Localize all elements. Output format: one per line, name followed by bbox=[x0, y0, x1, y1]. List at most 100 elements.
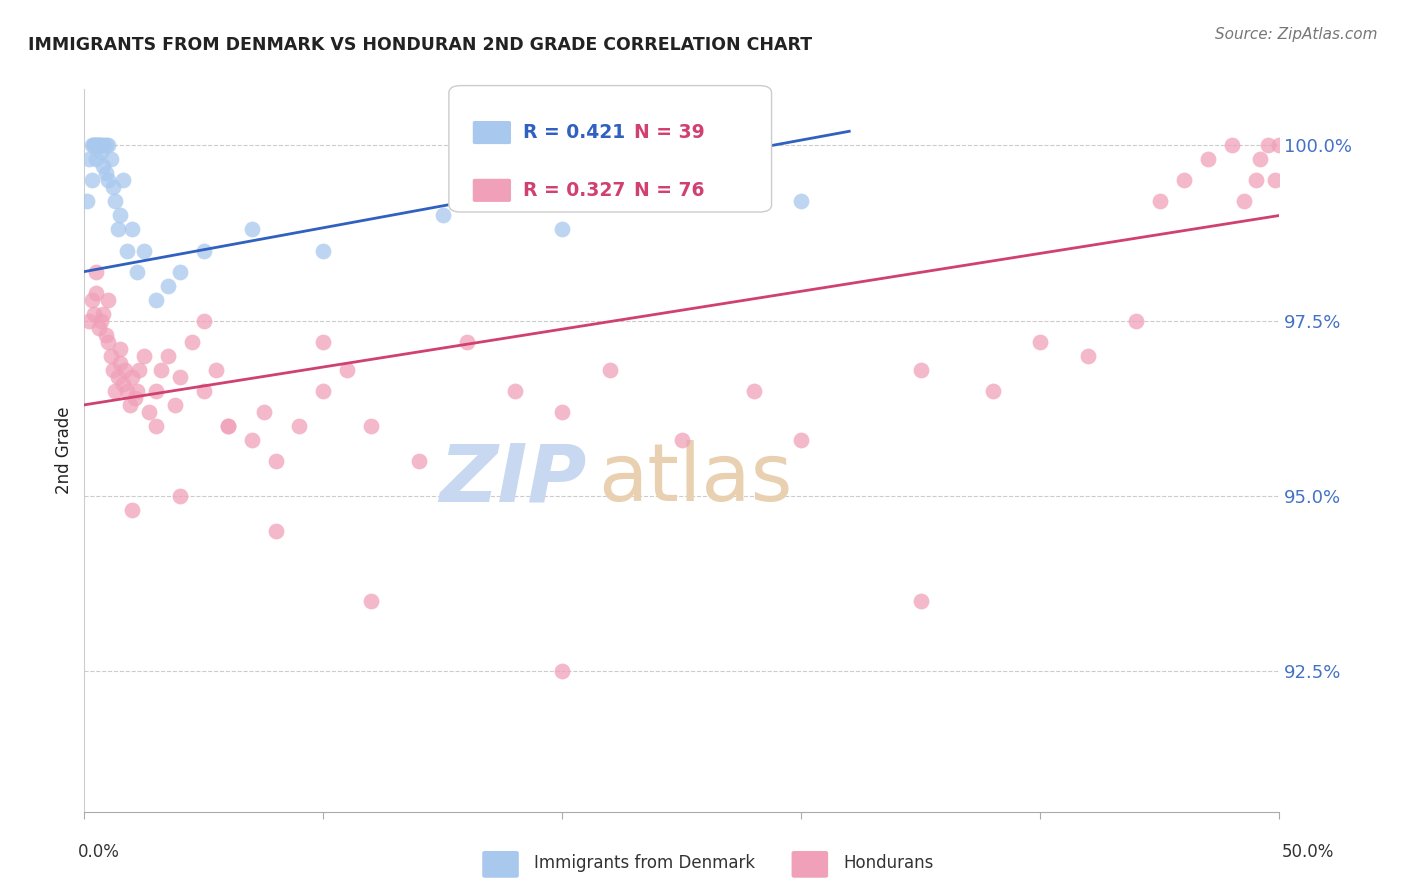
Point bbox=[86, 264, 108, 278]
Point bbox=[157, 349, 180, 363]
FancyBboxPatch shape bbox=[449, 86, 772, 212]
Point bbox=[77, 153, 100, 167]
Point bbox=[128, 363, 150, 377]
Point bbox=[111, 376, 134, 391]
Point bbox=[104, 194, 127, 209]
Text: N = 76: N = 76 bbox=[634, 181, 704, 200]
Point bbox=[93, 160, 115, 174]
Text: 0.0%: 0.0% bbox=[77, 843, 120, 861]
Point bbox=[1249, 153, 1271, 167]
Point bbox=[742, 384, 765, 398]
Point bbox=[138, 405, 160, 419]
Point bbox=[671, 433, 693, 447]
Text: R = 0.327: R = 0.327 bbox=[523, 181, 626, 200]
Text: Hondurans: Hondurans bbox=[844, 855, 934, 872]
Point bbox=[97, 293, 120, 307]
Point bbox=[118, 398, 141, 412]
Point bbox=[1264, 173, 1286, 187]
Point bbox=[432, 209, 454, 223]
Point bbox=[94, 138, 117, 153]
Point bbox=[83, 138, 105, 153]
Text: IMMIGRANTS FROM DENMARK VS HONDURAN 2ND GRADE CORRELATION CHART: IMMIGRANTS FROM DENMARK VS HONDURAN 2ND … bbox=[28, 36, 813, 54]
Point bbox=[599, 363, 621, 377]
Point bbox=[503, 384, 526, 398]
Point bbox=[87, 138, 110, 153]
Point bbox=[1149, 194, 1171, 209]
Point bbox=[124, 391, 146, 405]
Point bbox=[1077, 349, 1099, 363]
Point bbox=[157, 278, 180, 293]
Point bbox=[76, 194, 98, 209]
Point bbox=[145, 384, 167, 398]
Point bbox=[1233, 194, 1256, 209]
Point bbox=[90, 314, 112, 328]
Point bbox=[80, 173, 103, 187]
Point bbox=[253, 405, 276, 419]
Text: ZIP: ZIP bbox=[439, 441, 586, 518]
Point bbox=[336, 363, 359, 377]
Point bbox=[93, 307, 115, 321]
Point bbox=[111, 173, 134, 187]
Point bbox=[1244, 173, 1267, 187]
Point bbox=[169, 264, 191, 278]
Text: N = 39: N = 39 bbox=[634, 123, 704, 142]
Point bbox=[790, 194, 813, 209]
Point bbox=[408, 454, 430, 468]
Point bbox=[100, 153, 122, 167]
Point bbox=[205, 363, 228, 377]
Point bbox=[240, 433, 263, 447]
Point bbox=[264, 454, 287, 468]
Point bbox=[1029, 334, 1052, 349]
FancyBboxPatch shape bbox=[472, 121, 510, 145]
Point bbox=[83, 307, 105, 321]
Point bbox=[181, 334, 204, 349]
Point bbox=[97, 334, 120, 349]
Point bbox=[125, 264, 148, 278]
Point bbox=[551, 665, 574, 679]
FancyBboxPatch shape bbox=[472, 178, 510, 202]
Point bbox=[87, 138, 110, 153]
Point bbox=[169, 489, 191, 503]
Text: Source: ZipAtlas.com: Source: ZipAtlas.com bbox=[1215, 27, 1378, 42]
Point bbox=[1125, 314, 1147, 328]
Point bbox=[101, 363, 124, 377]
Point bbox=[551, 222, 574, 236]
Point bbox=[94, 327, 117, 342]
Text: Immigrants from Denmark: Immigrants from Denmark bbox=[534, 855, 755, 872]
Point bbox=[107, 222, 129, 236]
Point bbox=[551, 405, 574, 419]
Point bbox=[217, 418, 239, 433]
Point bbox=[193, 314, 215, 328]
Point bbox=[97, 138, 120, 153]
Text: 50.0%: 50.0% bbox=[1281, 843, 1334, 861]
Text: atlas: atlas bbox=[599, 441, 793, 518]
Point bbox=[86, 285, 108, 300]
Point bbox=[288, 418, 311, 433]
Point bbox=[86, 153, 108, 167]
Point bbox=[86, 138, 108, 153]
Point bbox=[193, 244, 215, 258]
Point bbox=[117, 384, 139, 398]
Point bbox=[1173, 173, 1195, 187]
Point bbox=[217, 418, 239, 433]
Point bbox=[87, 138, 110, 153]
Point bbox=[193, 384, 215, 398]
Point bbox=[790, 433, 813, 447]
Point bbox=[125, 384, 148, 398]
Point bbox=[87, 320, 110, 334]
Point bbox=[121, 503, 143, 517]
Point bbox=[90, 138, 112, 153]
Point bbox=[1197, 153, 1219, 167]
Point bbox=[312, 244, 335, 258]
Point bbox=[264, 524, 287, 538]
Point bbox=[312, 384, 335, 398]
Point bbox=[90, 145, 112, 160]
Point bbox=[100, 349, 122, 363]
Point bbox=[104, 384, 127, 398]
Point bbox=[110, 342, 132, 356]
Point bbox=[94, 166, 117, 180]
Point bbox=[1220, 138, 1243, 153]
Point bbox=[93, 138, 115, 153]
Point bbox=[981, 384, 1004, 398]
Point bbox=[240, 222, 263, 236]
